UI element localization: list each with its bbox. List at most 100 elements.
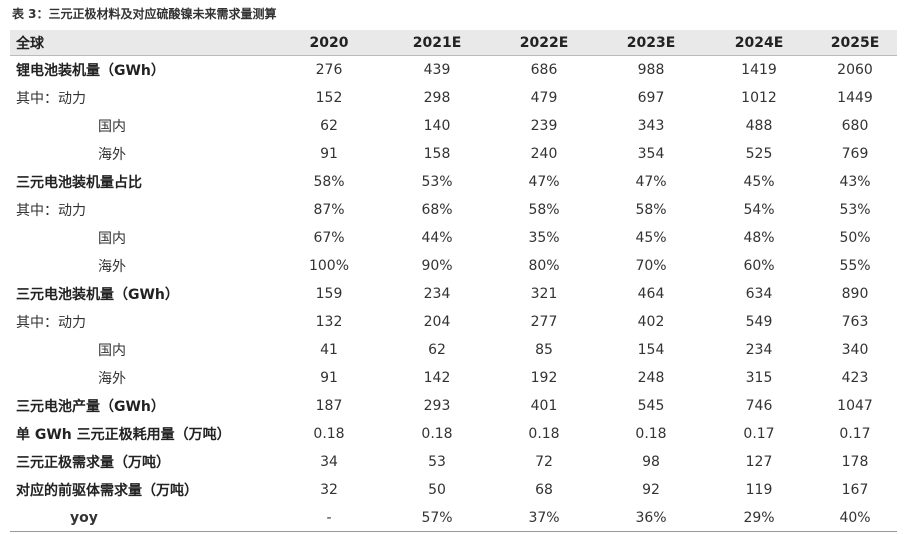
cell-value: 0.18	[421, 426, 453, 442]
cell-value: 53%	[421, 174, 453, 190]
cell-value: 321	[530, 286, 558, 302]
cell-value: 85	[535, 342, 553, 358]
header-year: 2025E	[813, 30, 897, 56]
table-row: 其中：动力 152 298 479 697 1012 1449	[10, 84, 897, 112]
cell-value: 0.18	[313, 426, 345, 442]
table-row: 三元电池产量（GWh） 187 293 401 545 746 1047	[10, 392, 897, 420]
cell-value: 1449	[837, 90, 873, 106]
row-label: 三元电池产量（GWh）	[16, 399, 165, 415]
cell-value: 44%	[421, 230, 453, 246]
cell-value: 50	[428, 482, 446, 498]
cell-value: 240	[530, 146, 558, 162]
cell-value: 763	[841, 314, 869, 330]
cell-value: 41	[320, 342, 338, 358]
table-row: 三元电池装机量（GWh） 159 234 321 464 634 890	[10, 280, 897, 308]
cell-value: 32	[320, 482, 338, 498]
cell-value: 60%	[743, 258, 775, 274]
header-year: 2021E	[383, 30, 491, 56]
row-label: yoy	[70, 510, 98, 526]
table-row: 其中：动力 87% 68% 58% 58% 54% 53%	[10, 196, 897, 224]
cell-value: 479	[530, 90, 558, 106]
cell-value: 29%	[743, 510, 775, 526]
cell-value: 55%	[839, 258, 871, 274]
cell-value: 140	[423, 118, 451, 134]
cell-value: 36%	[635, 510, 667, 526]
row-label: 对应的前驱体需求量（万吨）	[16, 483, 198, 499]
cell-value: 423	[841, 370, 869, 386]
header-year: 2023E	[597, 30, 705, 56]
row-label: 三元正极需求量（万吨）	[16, 455, 170, 471]
cell-value: 152	[315, 90, 343, 106]
cell-value: 53%	[839, 202, 871, 218]
cell-value: 0.18	[528, 426, 560, 442]
row-label: 其中：动力	[16, 315, 86, 331]
cell-value: 158	[423, 146, 451, 162]
table-row: 海外 91 142 192 248 315 423	[10, 364, 897, 392]
cell-value: 91	[320, 370, 338, 386]
table-row: yoy - 57% 37% 36% 29% 40%	[10, 504, 897, 532]
cell-value: 62	[320, 118, 338, 134]
cell-value: 68%	[421, 202, 453, 218]
cell-value: 0.18	[635, 426, 667, 442]
table-caption: 表 3：三元正极材料及对应硫酸镍未来需求量测算	[12, 7, 277, 21]
cell-value: 47%	[635, 174, 667, 190]
cell-value: 239	[530, 118, 558, 134]
cell-value: 464	[637, 286, 665, 302]
row-label: 其中：动力	[16, 91, 86, 107]
cell-value: 142	[423, 370, 451, 386]
header-year: 2022E	[491, 30, 597, 56]
cell-value: 178	[841, 454, 869, 470]
cell-value: 92	[642, 482, 660, 498]
table-row: 海外 91 158 240 354 525 769	[10, 140, 897, 168]
cell-value: 100%	[308, 258, 350, 274]
cell-value: 234	[745, 342, 773, 358]
table-row: 国内 62 140 239 343 488 680	[10, 112, 897, 140]
cell-value: 2060	[837, 62, 873, 78]
demand-table: 全球 2020 2021E 2022E 2023E 2024E 2025E 锂电…	[10, 30, 897, 532]
cell-value: 343	[637, 118, 665, 134]
cell-value: 35%	[528, 230, 560, 246]
table-row: 三元电池装机量占比 58% 53% 47% 47% 45% 43%	[10, 168, 897, 196]
row-label: 海外	[98, 259, 126, 275]
cell-value: 634	[745, 286, 773, 302]
cell-value: 488	[745, 118, 773, 134]
cell-value: 40%	[839, 510, 871, 526]
cell-value: 545	[637, 398, 665, 414]
cell-value: 58%	[635, 202, 667, 218]
cell-value: 54%	[743, 202, 775, 218]
cell-value: 234	[423, 286, 451, 302]
cell-value: -	[326, 510, 332, 526]
header-year: 2024E	[705, 30, 813, 56]
table-row: 三元正极需求量（万吨） 34 53 72 98 127 178	[10, 448, 897, 476]
cell-value: 58%	[528, 202, 560, 218]
cell-value: 98	[642, 454, 660, 470]
cell-value: 70%	[635, 258, 667, 274]
cell-value: 80%	[528, 258, 560, 274]
table-row: 海外 100% 90% 80% 70% 60% 55%	[10, 252, 897, 280]
cell-value: 72	[535, 454, 553, 470]
cell-value: 204	[423, 314, 451, 330]
row-label: 三元电池装机量（GWh）	[16, 287, 179, 303]
cell-value: 192	[530, 370, 558, 386]
cell-value: 402	[637, 314, 665, 330]
cell-value: 401	[530, 398, 558, 414]
cell-value: 154	[637, 342, 665, 358]
table-row: 国内 41 62 85 154 234 340	[10, 336, 897, 364]
cell-value: 315	[745, 370, 773, 386]
cell-value: 187	[315, 398, 343, 414]
cell-value: 1047	[837, 398, 873, 414]
cell-value: 48%	[743, 230, 775, 246]
row-label: 三元电池装机量占比	[16, 175, 142, 191]
cell-value: 47%	[528, 174, 560, 190]
row-label: 国内	[98, 119, 126, 135]
cell-value: 53	[428, 454, 446, 470]
cell-value: 43%	[839, 174, 871, 190]
table-row: 单 GWh 三元正极耗用量（万吨） 0.18 0.18 0.18 0.18 0.17 0.1…	[10, 420, 897, 448]
cell-value: 159	[315, 286, 343, 302]
row-label: 单 GWh 三元正极耗用量（万吨）	[16, 427, 231, 443]
cell-value: 119	[745, 482, 773, 498]
cell-value: 167	[841, 482, 869, 498]
cell-value: 132	[315, 314, 343, 330]
row-label: 国内	[98, 231, 126, 247]
cell-value: 58%	[313, 174, 345, 190]
